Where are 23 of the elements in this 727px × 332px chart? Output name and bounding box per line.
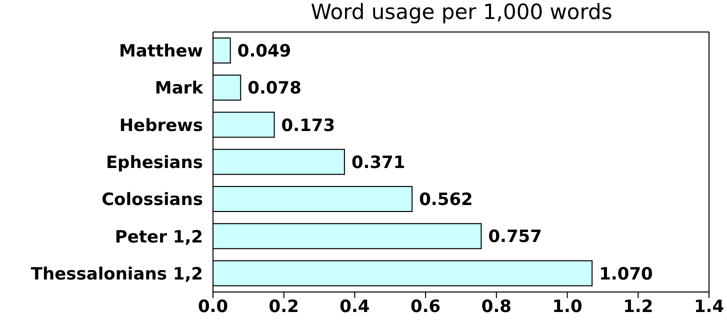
y-tick-label: Hebrews (119, 116, 203, 136)
x-tick-label: 0.6 (410, 297, 441, 318)
y-tick-label: Colossians (102, 190, 203, 210)
data-label: 1.070 (599, 264, 654, 284)
data-label: 0.049 (237, 41, 292, 62)
x-tick-label: 1.2 (623, 297, 654, 318)
x-tick-label: 0.4 (340, 297, 370, 318)
data-label: 0.757 (488, 227, 542, 248)
x-tick-label: 1.4 (694, 297, 724, 318)
data-label: 0.371 (351, 152, 406, 173)
data-label: 0.173 (281, 116, 336, 136)
data-label: 0.078 (248, 78, 302, 99)
data-label: 0.562 (419, 190, 473, 210)
y-tick-label: Peter 1,2 (114, 227, 203, 248)
x-tick-label: 0.0 (198, 297, 228, 318)
y-tick-label: Matthew (119, 42, 204, 62)
x-tick-label: 0.8 (481, 297, 512, 318)
y-tick-label: Mark (154, 78, 204, 99)
x-tick-label: 1.0 (552, 297, 583, 318)
x-tick-label: 0.2 (268, 297, 299, 318)
y-tick-label: Ephesians (106, 153, 203, 174)
chart-title: Word usage per 1,000 words (310, 0, 614, 24)
y-tick-label: Thessalonians 1,2 (30, 264, 203, 284)
